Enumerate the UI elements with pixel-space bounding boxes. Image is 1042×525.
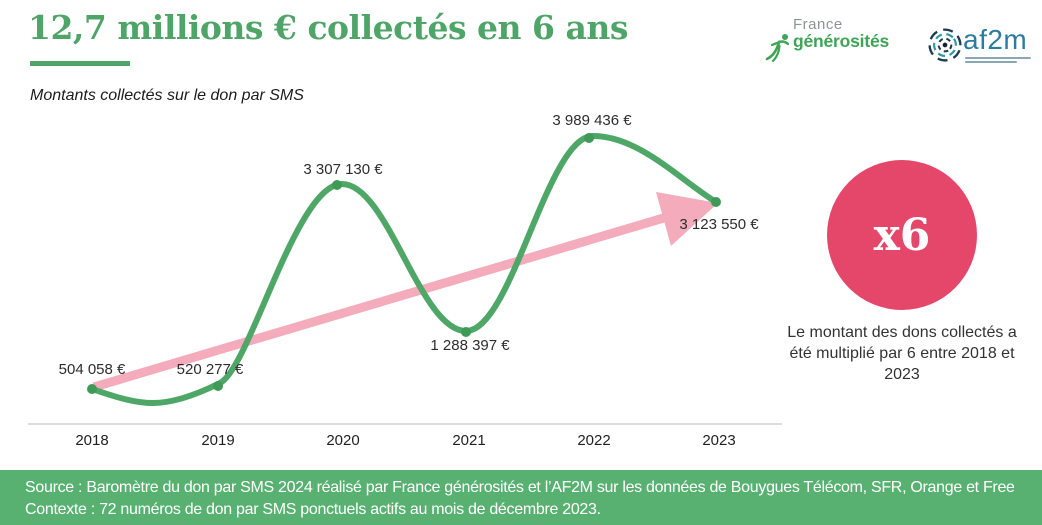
footer-context-line: Contexte : 72 numéros de don par SMS pon… (25, 501, 601, 518)
x-tick-2023: 2023 (702, 432, 736, 449)
page-title: 12,7 millions € collectés en 6 ans (28, 8, 628, 47)
value-label-2020: 3 307 130 € (303, 161, 383, 178)
data-points (87, 133, 721, 394)
line-chart (28, 132, 782, 425)
value-label-2022: 3 989 436 € (552, 112, 632, 129)
footer-source-line: Source : Baromètre du don par SMS 2024 r… (25, 479, 1015, 496)
x-tick-2018: 2018 (75, 432, 109, 449)
multiplier-badge-label: x6 (873, 209, 931, 261)
person-swoosh-icon (765, 34, 790, 62)
x-tick-2019: 2019 (201, 432, 235, 449)
af2m-wordmark: af2m (963, 24, 1028, 55)
multiplier-badge: x6 (827, 160, 977, 310)
value-label-2023: 3 123 550 € (679, 216, 759, 233)
x-tick-2021: 2021 (452, 432, 486, 449)
france-generosites-logo: France générosités (764, 17, 914, 63)
multiplier-caption: Le montant des dons collectés a été mult… (787, 324, 1017, 383)
af2m-tagline-placeholder (965, 57, 1031, 65)
x-tick-2020: 2020 (326, 432, 360, 449)
value-label-2018: 504 058 € (58, 361, 126, 378)
chart-subtitle: Montants collectés sur le don par SMS (30, 87, 304, 104)
title-underline (30, 61, 130, 66)
trend-arrow (92, 192, 718, 392)
af2m-logo: af2m (926, 24, 1036, 68)
source-footer: Source : Baromètre du don par SMS 2024 r… (0, 470, 1042, 525)
x-tick-2022: 2022 (577, 432, 611, 449)
concentric-circles-icon (928, 28, 962, 62)
france-generosites-wordmark-top: France (793, 16, 843, 33)
value-label-2021: 1 288 397 € (430, 337, 510, 354)
france-generosites-wordmark-bottom: générosités (793, 31, 890, 51)
value-label-2019: 520 277 € (176, 361, 244, 378)
